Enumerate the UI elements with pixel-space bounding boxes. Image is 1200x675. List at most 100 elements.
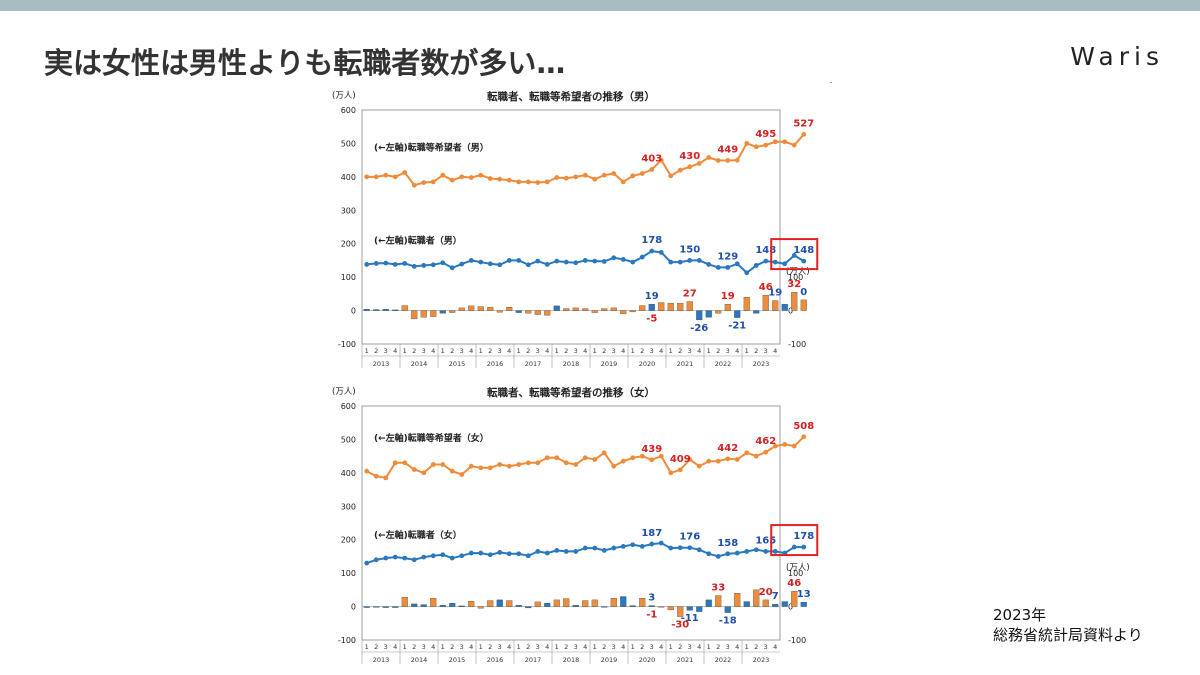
male-point-changers [715, 265, 721, 270]
male-ytick-left: 0 [351, 307, 356, 316]
female-xtick-year: 2015 [449, 656, 466, 664]
female-point-hope [525, 460, 531, 466]
male-point-hope [791, 142, 797, 148]
female-point-changers [487, 552, 493, 558]
female-point-changers [573, 549, 579, 554]
female-xtick-year: 2023 [753, 656, 770, 664]
female-point-changers [383, 555, 389, 561]
male-bar [610, 307, 617, 311]
male-xtick-quarter: 1 [669, 347, 673, 355]
male-point-hope [364, 174, 370, 180]
female-point-changers [411, 557, 417, 563]
female-point-hope [468, 463, 474, 469]
female-point-hope [677, 467, 683, 473]
female-bar [515, 605, 522, 607]
female-label-hope: 409 [670, 454, 691, 465]
female-xtick-quarter: 4 [773, 643, 777, 651]
male-series-label-hope: (←左軸)転職等希望者（男） [374, 142, 489, 154]
male-xtick-quarter: 3 [764, 347, 768, 355]
brand-logo: Waris [1070, 42, 1164, 71]
female-xtick-quarter: 1 [707, 643, 711, 651]
male-point-changers [383, 260, 389, 266]
female-point-changers [601, 548, 607, 553]
male-bar [382, 309, 389, 311]
chart-female: 転職者、転職等希望者の推移（女） (万人) 600 500 400 300 200 100 0-… [330, 378, 830, 668]
male-xtick-year: 2015 [449, 360, 466, 368]
male-highlight-box [770, 238, 819, 271]
male-point-changers [430, 262, 436, 268]
female-xtick-quarter: 4 [697, 643, 701, 651]
male-xtick-quarter: 3 [726, 347, 730, 355]
male-point-hope [411, 182, 417, 188]
male-bar [715, 310, 722, 314]
male-bar [677, 303, 684, 311]
male-bar [724, 304, 731, 311]
male-point-hope [535, 180, 541, 185]
male-xtick-quarter: 3 [574, 347, 578, 355]
male-point-hope [620, 179, 626, 185]
male-ytick-right: 100 [788, 273, 803, 282]
male-point-hope [639, 171, 645, 176]
female-bar [762, 599, 769, 607]
female-ytick-left: 300 [341, 502, 356, 511]
female-label-bar: 13 [797, 589, 811, 600]
female-point-hope [544, 455, 550, 461]
male-point-hope [611, 171, 617, 176]
male-point-changers [668, 259, 674, 265]
female-xtick-year: 2018 [563, 656, 580, 664]
male-point-hope [630, 173, 636, 179]
female-point-hope [725, 456, 731, 462]
female-xtick-quarter: 4 [507, 643, 511, 651]
female-bar [667, 606, 674, 611]
female-bar [800, 602, 807, 607]
male-bar [772, 300, 779, 311]
male-xtick-year: 2016 [487, 360, 504, 368]
female-label-changers: 158 [717, 538, 738, 549]
male-point-changers [649, 248, 655, 254]
male-point-changers [497, 262, 503, 268]
female-point-hope [734, 457, 740, 462]
male-bar [667, 303, 674, 311]
male-point-hope [487, 176, 493, 181]
source-note: 2023年 総務省統計局資料より [993, 605, 1143, 645]
male-label-changers: 150 [679, 244, 700, 255]
female-point-hope [791, 443, 797, 449]
male-xtick-quarter: 3 [612, 347, 616, 355]
female-point-hope [801, 434, 807, 440]
male-bar [705, 310, 712, 318]
male-ytick-left: -100 [338, 340, 356, 349]
female-bar [772, 604, 779, 607]
female-ytick-left: 200 [341, 536, 356, 545]
male-xtick-quarter: 1 [365, 347, 369, 355]
male-ytick-left: 200 [341, 240, 356, 249]
female-xtick-quarter: 4 [431, 643, 435, 651]
female-point-hope [668, 470, 674, 476]
male-point-changers [791, 253, 797, 258]
female-point-changers [554, 548, 560, 553]
top-accent-bar [0, 0, 1200, 11]
female-point-changers [630, 542, 636, 548]
female-point-hope [449, 468, 455, 474]
male-bar [601, 308, 608, 311]
female-xtick-quarter: 2 [754, 643, 758, 651]
female-xtick-quarter: 1 [517, 643, 521, 651]
male-label-bar: -26 [690, 323, 708, 334]
female-point-changers [535, 549, 541, 554]
male-xtick-quarter: 2 [754, 347, 758, 355]
female-xtick-quarter: 2 [450, 643, 454, 651]
male-bar [762, 295, 769, 311]
male-xtick-quarter: 1 [745, 347, 749, 355]
female-point-changers [801, 544, 807, 550]
female-xtick-quarter: 4 [583, 643, 587, 651]
male-ytick-left: 300 [341, 206, 356, 215]
female-bar [449, 603, 456, 607]
male-bar [753, 310, 760, 314]
female-xtick-quarter: 2 [564, 643, 568, 651]
male-label-hope: 495 [755, 129, 776, 140]
female-point-changers [449, 555, 455, 561]
male-point-hope [497, 176, 503, 182]
female-point-changers [392, 554, 398, 560]
male-xtick-quarter: 1 [631, 347, 635, 355]
male-xtick-quarter: 3 [650, 347, 654, 355]
female-xtick-year: 2021 [677, 656, 694, 664]
